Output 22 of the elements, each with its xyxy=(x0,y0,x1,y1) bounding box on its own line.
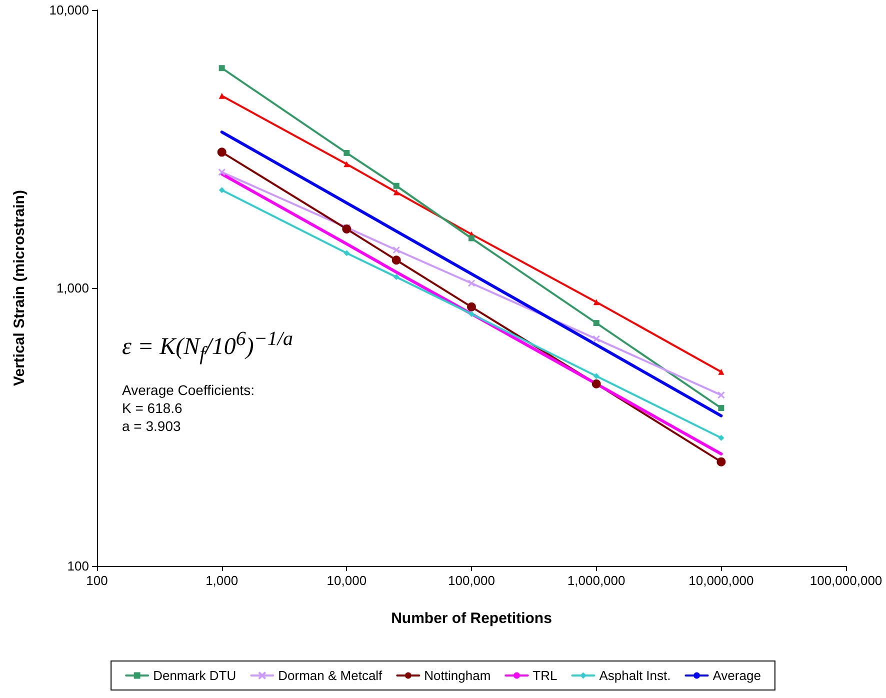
x-tick-label: 1,000 xyxy=(206,573,238,588)
x-tick-label: 100,000,000 xyxy=(810,573,882,588)
x-tick-label: 1,000,000 xyxy=(567,573,626,588)
y-axis-title: Vertical Strain (microstrain) xyxy=(11,190,28,386)
x-tick-label: 10,000 xyxy=(326,573,367,588)
y-tick-label: 100 xyxy=(67,558,89,574)
x-tick-label: 10,000,000 xyxy=(688,573,754,588)
annotation: a = 3.903 xyxy=(122,416,182,435)
x-tick-label: 100 xyxy=(86,573,108,588)
legend-label: Denmark DTU xyxy=(153,668,236,683)
annotation: Average Coefficients: xyxy=(122,380,256,399)
y-tick-label: 1,000 xyxy=(56,280,89,296)
legend-label: Asphalt Inst. xyxy=(599,668,671,683)
x-tick-label: 100,000 xyxy=(448,573,495,588)
annotation: K = 618.6 xyxy=(122,398,184,417)
legend-label: TRL xyxy=(532,668,558,683)
legend-label: Average xyxy=(712,668,761,683)
x-axis-title: Number of Repetitions xyxy=(391,610,552,627)
legend-label: Nottingham xyxy=(424,668,491,683)
legend-label: Dorman & Metcalf xyxy=(278,668,383,683)
y-tick-label: 10,000 xyxy=(49,2,89,18)
annotation: ε = K(N$_{f}$/10$^{6}$)$^{−1/a}$ xyxy=(122,328,293,365)
